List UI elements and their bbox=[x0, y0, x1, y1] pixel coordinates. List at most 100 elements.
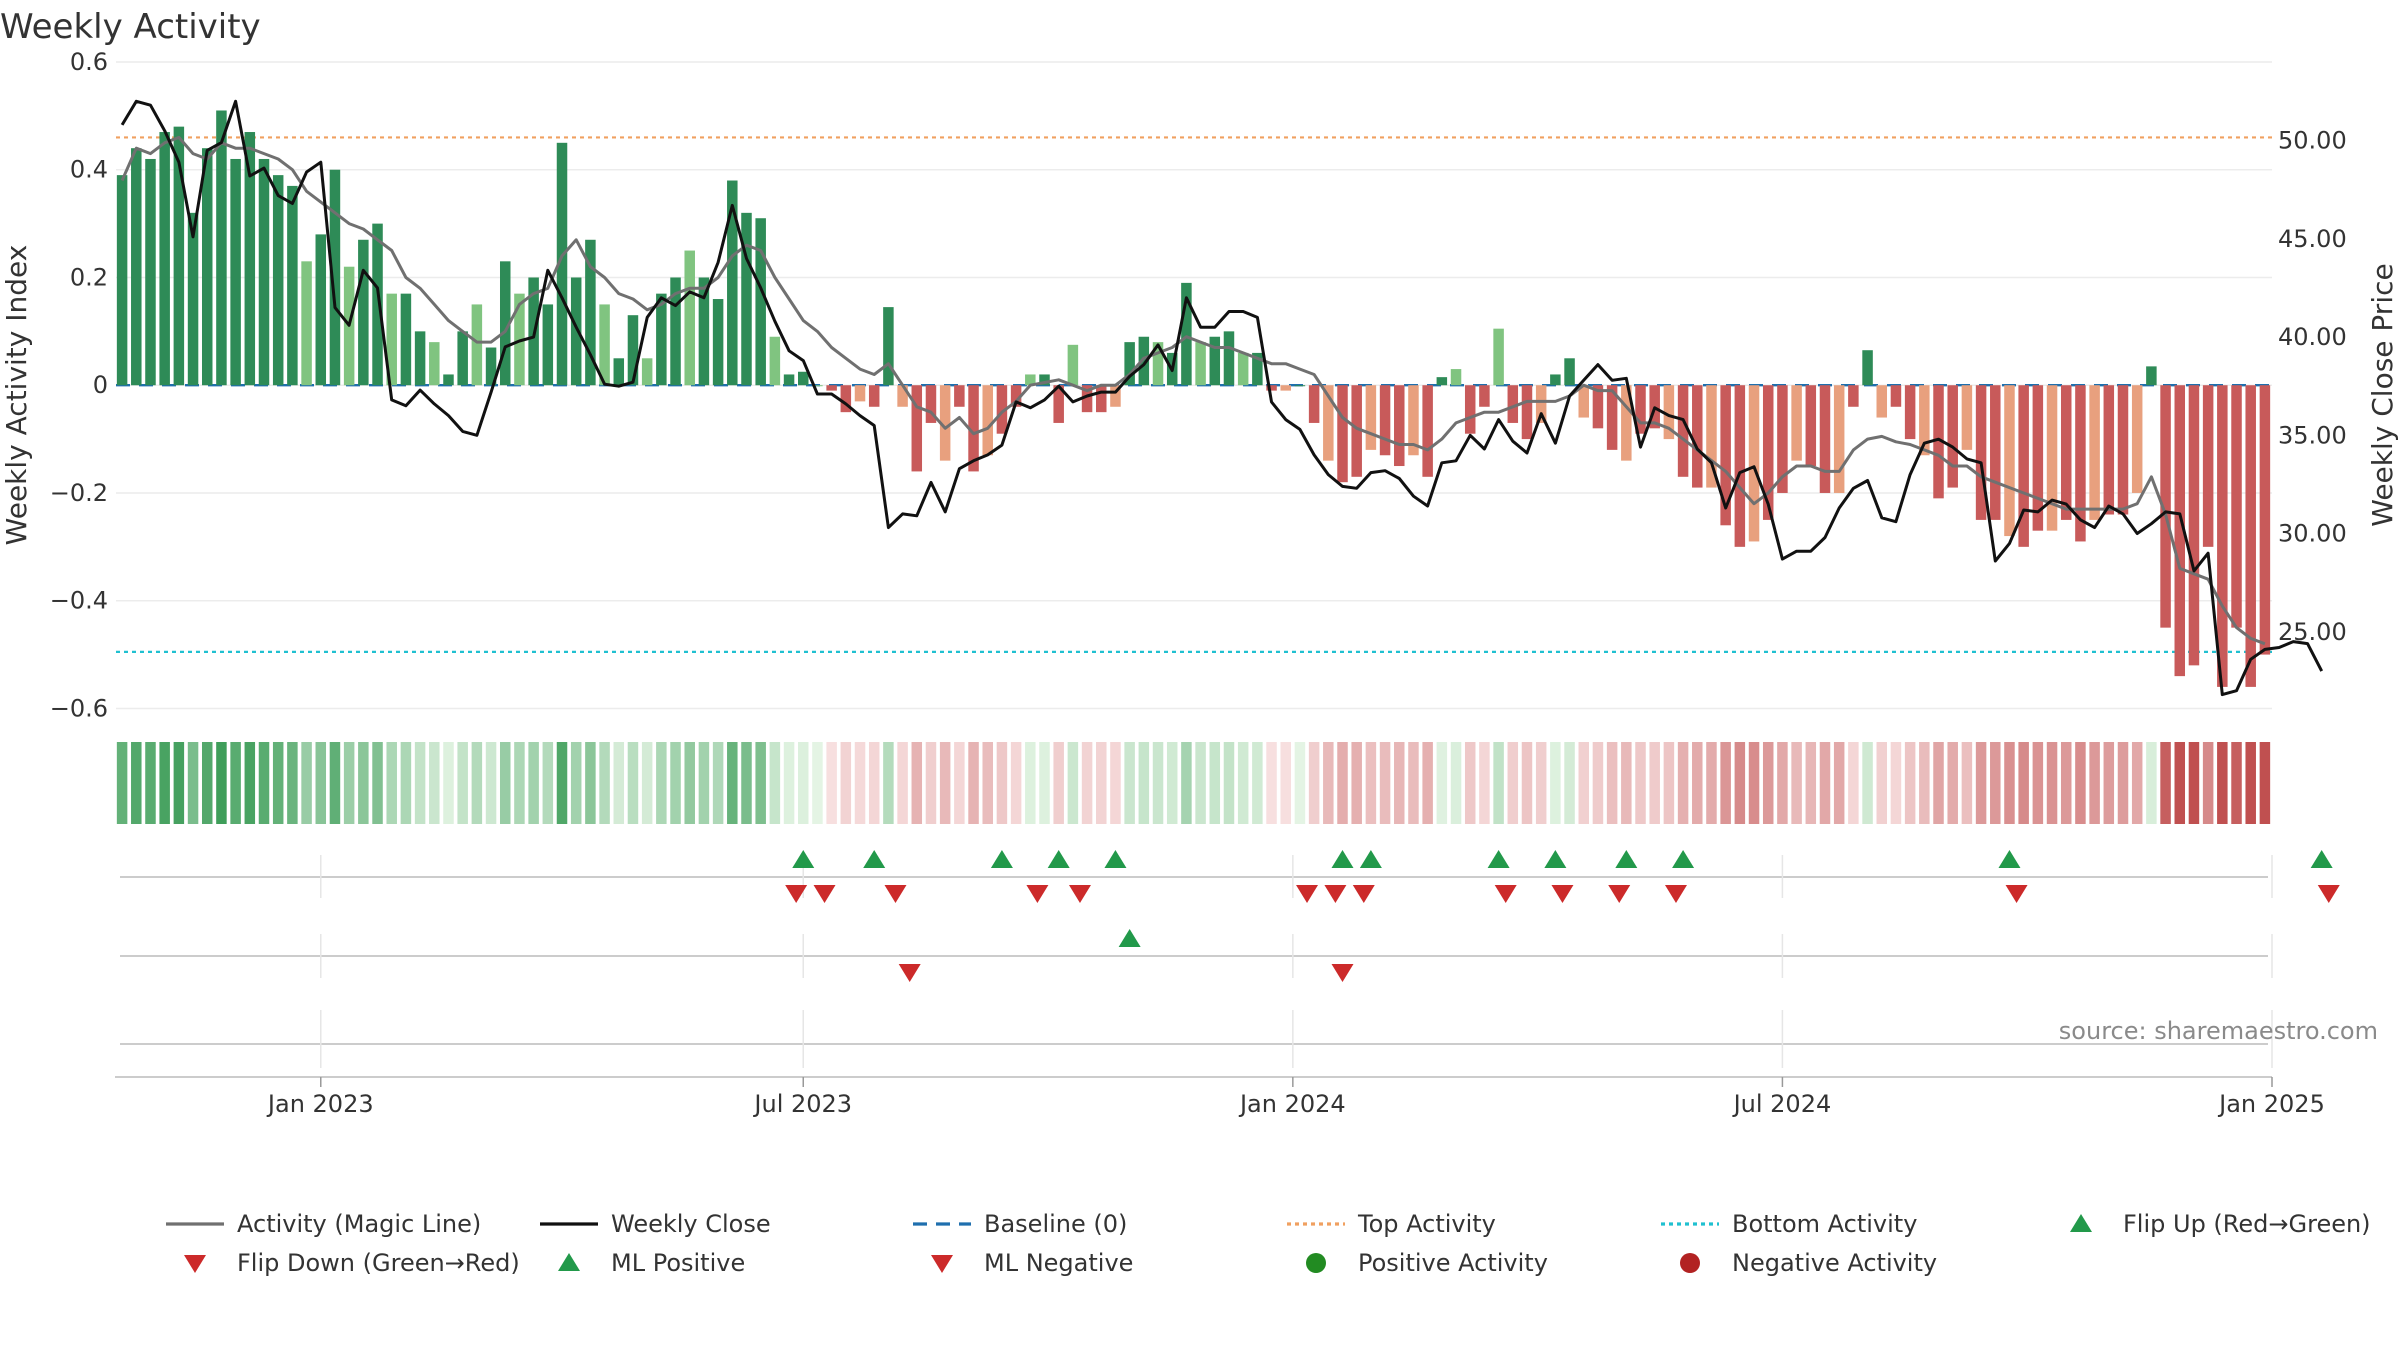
activity-strip-cell bbox=[854, 742, 866, 824]
y2-axis-label: Weekly Close Price bbox=[2366, 263, 2399, 526]
flip-up-marker bbox=[792, 850, 815, 868]
activity-bar bbox=[1010, 385, 1022, 407]
activity-bar bbox=[1464, 385, 1476, 434]
activity-bar bbox=[272, 175, 284, 386]
activity-strip-cell bbox=[2075, 742, 2086, 824]
activity-bar bbox=[2202, 385, 2214, 547]
legend-label: ML Positive bbox=[611, 1249, 745, 1277]
activity-strip-cell bbox=[1635, 742, 1646, 824]
activity-strip-cell bbox=[1252, 742, 1263, 824]
activity-bar bbox=[1351, 385, 1362, 477]
activity-strip-cell bbox=[1025, 742, 1036, 824]
activity-bar bbox=[798, 371, 809, 386]
activity-strip-cell bbox=[1848, 742, 1859, 824]
y-tick-label: 0.2 bbox=[70, 263, 108, 291]
activity-bar bbox=[812, 385, 823, 387]
activity-strip-cell bbox=[968, 742, 979, 824]
activity-strip-cell bbox=[1876, 742, 1888, 824]
activity-bar bbox=[2245, 385, 2256, 687]
activity-strip-cell bbox=[741, 742, 752, 824]
activity-bar bbox=[145, 158, 156, 386]
activity-strip-cell bbox=[925, 742, 937, 824]
activity-bar bbox=[244, 132, 256, 386]
activity-strip-cell bbox=[2245, 742, 2256, 824]
source-note: source: sharemaestro.com bbox=[2059, 1017, 2378, 1045]
activity-strip-cell bbox=[1535, 742, 1547, 824]
activity-bar bbox=[1720, 385, 1731, 526]
y2-tick-label: 30.00 bbox=[2278, 520, 2347, 548]
activity-strip-cell bbox=[1337, 742, 1348, 824]
flip-up-marker bbox=[1998, 850, 2021, 868]
activity-strip-cell bbox=[1464, 742, 1476, 824]
activity-bar bbox=[1975, 385, 1987, 520]
activity-strip-cell bbox=[712, 742, 724, 824]
flip-down-marker bbox=[884, 885, 907, 903]
activity-strip-cell bbox=[1493, 742, 1504, 824]
activity-bar bbox=[1890, 385, 1902, 407]
activity-strip-cell bbox=[1124, 742, 1135, 824]
activity-bar bbox=[684, 250, 695, 386]
activity-strip-cell bbox=[1138, 742, 1150, 824]
legend-flip-up-swatch bbox=[2070, 1214, 2092, 1232]
legend-item: Bottom Activity bbox=[1661, 1210, 1917, 1238]
flip-down-marker bbox=[1296, 885, 1319, 903]
activity-bar bbox=[2174, 385, 2186, 677]
activity-bar bbox=[1096, 385, 1107, 413]
activity-strip-cell bbox=[1550, 742, 1561, 824]
activity-bar bbox=[1521, 385, 1533, 440]
activity-strip-cell bbox=[2231, 742, 2242, 824]
activity-strip-cell bbox=[570, 742, 582, 824]
activity-bar bbox=[883, 307, 894, 386]
activity-strip-cell bbox=[939, 742, 951, 824]
activity-bar bbox=[287, 185, 298, 386]
activity-bar bbox=[599, 304, 610, 386]
activity-strip-cell bbox=[897, 742, 908, 824]
activity-bar bbox=[1209, 336, 1221, 386]
legend-flip-down-swatch bbox=[184, 1255, 206, 1273]
legend-label: Bottom Activity bbox=[1732, 1210, 1917, 1238]
activity-bar bbox=[1223, 331, 1235, 386]
activity-bar bbox=[641, 358, 653, 386]
activity-bar bbox=[1436, 377, 1448, 386]
activity-strip-cell bbox=[2004, 742, 2015, 824]
legend-dot-swatch bbox=[1306, 1253, 1326, 1273]
flip-down-marker bbox=[813, 885, 836, 903]
activity-bar bbox=[1592, 385, 1604, 429]
activity-strip-cell bbox=[798, 742, 809, 824]
activity-bar bbox=[1748, 385, 1760, 542]
activity-strip-cell bbox=[727, 742, 738, 824]
activity-bar bbox=[1195, 342, 1206, 386]
activity-strip-cell bbox=[244, 742, 256, 824]
activity-bar bbox=[1791, 385, 1802, 461]
activity-strip-cell bbox=[698, 742, 710, 824]
activity-bar bbox=[741, 212, 752, 386]
activity-strip-cell bbox=[1748, 742, 1760, 824]
legend-item: Baseline (0) bbox=[913, 1210, 1127, 1238]
activity-strip-cell bbox=[2174, 742, 2186, 824]
activity-bar bbox=[1379, 385, 1391, 456]
activity-bar bbox=[769, 336, 781, 386]
activity-strip-cell bbox=[414, 742, 426, 824]
series-lines bbox=[120, 99, 2324, 697]
activity-strip-cell bbox=[1223, 742, 1235, 824]
activity-strip-cell bbox=[230, 742, 241, 824]
activity-bar bbox=[1337, 385, 1348, 483]
activity-strip-cell bbox=[1564, 742, 1575, 824]
legend-label: Negative Activity bbox=[1732, 1249, 1937, 1277]
activity-bar bbox=[1294, 385, 1306, 387]
activity-strip-cell bbox=[2146, 742, 2157, 824]
activity-bar bbox=[670, 277, 681, 386]
activity-strip-cell bbox=[1947, 742, 1958, 824]
activity-bar bbox=[2075, 385, 2086, 542]
activity-bar bbox=[1805, 385, 1817, 467]
activity-strip-cell bbox=[1379, 742, 1391, 824]
activity-strip-cell bbox=[145, 742, 156, 824]
y-axis-label: Weekly Activity Index bbox=[0, 245, 33, 546]
activity-strip-cell bbox=[1762, 742, 1774, 824]
flip-up-marker bbox=[1544, 850, 1567, 868]
activity-strip-cell bbox=[769, 742, 781, 824]
magic-line-series bbox=[120, 135, 2266, 646]
legend-label: Baseline (0) bbox=[984, 1210, 1127, 1238]
activity-strip-cell bbox=[1805, 742, 1817, 824]
